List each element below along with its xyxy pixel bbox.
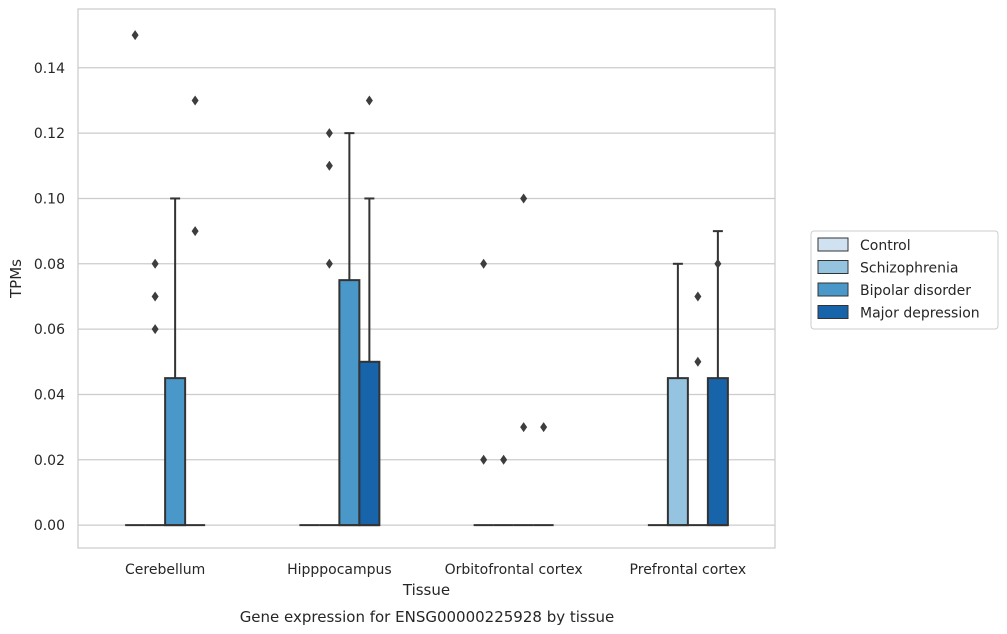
box-body [164,377,187,527]
legend-label: Major depression [860,306,980,322]
outlier-point [714,258,722,269]
x-axis-label: Tissue [402,581,450,599]
y-tick-label: 0.12 [34,126,65,142]
outlier-point [500,454,508,465]
outlier-point [520,422,528,433]
plot-area-frame [77,8,776,549]
gridlines [78,67,775,526]
legend-swatch [817,282,849,297]
box-3-3 [706,230,729,527]
outlier-point [540,422,548,433]
outlier-point [325,128,333,139]
y-tick-label: 0.00 [34,518,65,534]
outlier-point [520,193,528,204]
outlier-point [365,95,373,106]
legend-frame [810,230,999,330]
legend-item: Bipolar disorder [817,282,971,299]
x-tick-label: Orbitofrontal cortex [445,562,583,578]
outlier-point [325,160,333,171]
y-tick-label: 0.14 [34,61,65,77]
legend-label: Bipolar disorder [860,283,971,299]
x-tick-label: Hipppocampus [287,562,392,578]
outlier-point [131,30,139,41]
box-body [358,360,381,527]
legend-swatch [817,305,849,319]
outlier-point [151,324,159,335]
outlier-point [694,356,702,367]
outlier-point [694,291,702,302]
outliers [131,30,722,465]
box-0-2 [164,197,187,527]
box-body [666,377,689,527]
y-tick-label: 0.04 [34,387,65,403]
legend-item: Schizophrenia [817,260,958,277]
outlier-point [191,95,199,106]
outlier-point [151,291,159,302]
outlier-point [191,226,199,237]
legend-label: Control [860,238,911,254]
legend-swatch [817,237,849,252]
chart-caption: Gene expression for ENSG00000225928 by t… [240,608,615,626]
legend-swatch [817,260,849,274]
y-axis-ticks: 0.00 0.02 0.04 0.06 0.08 0.10 0.12 0.14 [34,61,65,534]
y-tick-label: 0.08 [34,257,65,273]
legend-item: Control [817,237,911,254]
y-tick-label: 0.02 [34,453,65,469]
box-1-3 [358,197,381,527]
box-3-1 [666,262,689,527]
x-axis-ticks: Cerebellum Hipppocampus Orbitofrontal cort… [125,562,746,578]
y-tick-label: 0.10 [34,191,65,207]
outlier-point [325,258,333,269]
outlier-point [480,454,488,465]
y-axis-label: TPMs [7,259,25,299]
boxes [125,132,729,527]
box-body [338,279,361,527]
x-tick-label: Cerebellum [125,562,205,578]
legend-item: Major depression [817,305,980,322]
outlier-point [480,258,488,269]
box-body [706,377,729,527]
legend-label: Schizophrenia [860,261,958,277]
x-tick-label: Prefrontal cortex [630,562,747,578]
box-1-2 [338,132,361,527]
legend: Control Schizophrenia Bipolar disorder Majo… [810,230,999,330]
y-tick-label: 0.06 [34,322,65,338]
outlier-point [151,258,159,269]
